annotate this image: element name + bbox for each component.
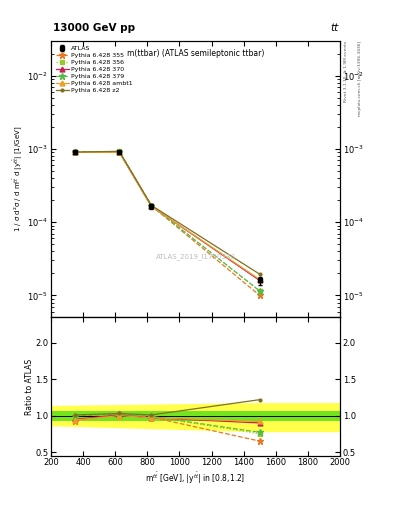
Line: Pythia 6.428 z2: Pythia 6.428 z2 xyxy=(72,148,263,277)
Pythia 6.428 ambt1 xyxy=(117,150,122,156)
Line: Pythia 6.428 379: Pythia 6.428 379 xyxy=(72,148,263,294)
Text: ATLAS_2019_I1750330: ATLAS_2019_I1750330 xyxy=(156,253,235,260)
Text: Rivet 3.1.10, ≥ 1.9M events: Rivet 3.1.10, ≥ 1.9M events xyxy=(344,41,348,102)
Pythia 6.428 356 xyxy=(117,148,122,155)
X-axis label: m$^{t\bar{t}}$ [GeV], |y$^{t\bar{t}}$| in [0.8,1.2]: m$^{t\bar{t}}$ [GeV], |y$^{t\bar{t}}$| i… xyxy=(145,470,246,486)
Pythia 6.428 z2 xyxy=(257,271,262,278)
Text: m(ttbar) (ATLAS semileptonic ttbar): m(ttbar) (ATLAS semileptonic ttbar) xyxy=(127,49,264,58)
Pythia 6.428 356 xyxy=(257,288,262,294)
Pythia 6.428 356 xyxy=(73,149,77,155)
Text: tt: tt xyxy=(331,23,339,33)
Line: Pythia 6.428 ambt1: Pythia 6.428 ambt1 xyxy=(73,150,262,282)
Pythia 6.428 z2 xyxy=(73,149,77,155)
Pythia 6.428 ambt1 xyxy=(257,276,262,283)
Pythia 6.428 370 xyxy=(257,278,262,284)
Pythia 6.428 ambt1 xyxy=(73,150,77,156)
Pythia 6.428 355 xyxy=(149,203,154,209)
Pythia 6.428 379 xyxy=(257,288,262,294)
Line: Pythia 6.428 355: Pythia 6.428 355 xyxy=(72,148,263,299)
Text: 13000 GeV pp: 13000 GeV pp xyxy=(53,23,135,33)
Pythia 6.428 ambt1 xyxy=(149,203,154,209)
Pythia 6.428 379 xyxy=(117,148,122,155)
Line: Pythia 6.428 370: Pythia 6.428 370 xyxy=(73,150,262,283)
Y-axis label: Ratio to ATLAS: Ratio to ATLAS xyxy=(25,358,34,415)
Line: Pythia 6.428 356: Pythia 6.428 356 xyxy=(73,149,262,293)
Pythia 6.428 355 xyxy=(73,149,77,155)
Pythia 6.428 z2 xyxy=(117,148,122,155)
Text: mcplots.cern.ch [arXiv:1306.3436]: mcplots.cern.ch [arXiv:1306.3436] xyxy=(358,41,362,116)
Pythia 6.428 370 xyxy=(73,150,77,156)
Pythia 6.428 379 xyxy=(73,149,77,155)
Pythia 6.428 356 xyxy=(149,203,154,209)
Pythia 6.428 370 xyxy=(117,149,122,155)
Pythia 6.428 z2 xyxy=(149,202,154,208)
Y-axis label: 1 / σ d²σ / d m$^{t\bar{t}}$ d |y$^{t\bar{t}}$| [1/GeV]: 1 / σ d²σ / d m$^{t\bar{t}}$ d |y$^{t\ba… xyxy=(12,126,26,232)
Pythia 6.428 355 xyxy=(117,148,122,155)
Pythia 6.428 379 xyxy=(149,203,154,209)
Pythia 6.428 355 xyxy=(257,292,262,298)
Legend: ATLAS, Pythia 6.428 355, Pythia 6.428 356, Pythia 6.428 370, Pythia 6.428 379, P: ATLAS, Pythia 6.428 355, Pythia 6.428 35… xyxy=(54,44,134,95)
Pythia 6.428 370 xyxy=(149,203,154,209)
